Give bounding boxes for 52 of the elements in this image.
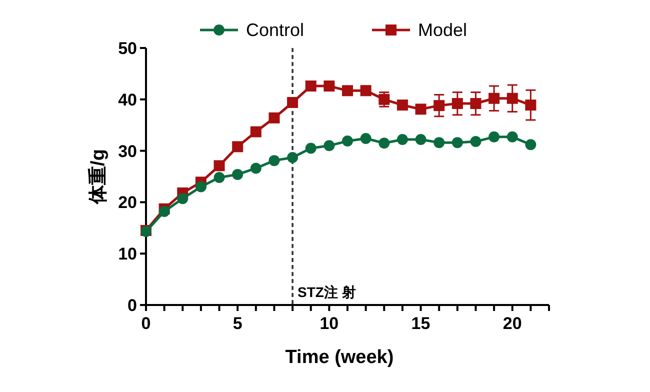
legend-label: Model — [418, 20, 468, 40]
point — [470, 98, 482, 110]
point — [195, 181, 206, 192]
point — [250, 162, 262, 174]
x-tick-label: 10 — [320, 314, 339, 333]
x-tick-label: 5 — [232, 314, 242, 333]
point — [360, 132, 372, 144]
point — [305, 142, 316, 154]
point — [214, 160, 225, 172]
point — [324, 140, 335, 152]
y-tick-label: 20 — [118, 193, 137, 212]
y-axis-title: 体重/g — [87, 149, 109, 205]
point — [250, 126, 262, 138]
point — [506, 131, 518, 142]
point — [452, 98, 463, 110]
point — [232, 141, 244, 152]
point — [158, 206, 170, 217]
point — [470, 136, 482, 148]
point — [177, 193, 188, 204]
point — [525, 139, 536, 150]
point — [268, 112, 280, 124]
point — [506, 92, 518, 104]
point — [342, 85, 353, 96]
y-tick-label: 40 — [118, 90, 137, 110]
point — [452, 137, 463, 148]
point — [488, 92, 500, 104]
point — [415, 104, 426, 115]
legend-label: Control — [246, 20, 304, 40]
point — [396, 100, 408, 111]
x-tick-label: 0 — [141, 314, 151, 333]
point — [232, 168, 244, 180]
point — [378, 138, 390, 149]
x-tick-label: 15 — [411, 314, 430, 333]
point — [434, 137, 445, 148]
ref-line: STZ注 射 — [292, 48, 356, 305]
point — [488, 131, 500, 142]
y-tick-label: 0 — [128, 296, 137, 315]
point — [434, 100, 445, 112]
point — [214, 172, 225, 184]
ref-line-label: STZ注 射 — [298, 284, 356, 300]
y-tick-label: 30 — [118, 142, 137, 161]
y-tick-label: 50 — [118, 39, 137, 58]
y-tick-label: 10 — [118, 244, 137, 264]
point — [287, 96, 298, 108]
point — [268, 155, 280, 166]
point — [415, 134, 426, 145]
point — [342, 136, 353, 147]
x-axis-title: Time (week) — [285, 347, 394, 368]
point — [287, 152, 298, 163]
x-tick-label: 20 — [502, 314, 522, 333]
point — [525, 100, 536, 111]
point — [396, 134, 408, 145]
